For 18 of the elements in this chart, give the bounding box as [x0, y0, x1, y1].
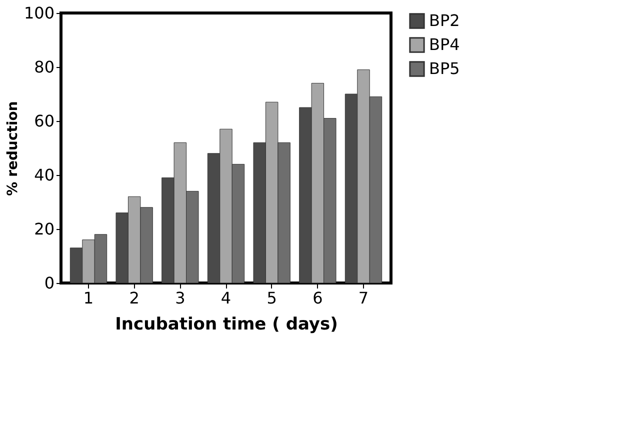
- y-tick-label: 60: [34, 112, 54, 130]
- x-axis-title: Incubation time ( days): [115, 314, 338, 334]
- legend-label: BP4: [429, 35, 460, 54]
- y-tick-label: 100: [24, 4, 54, 22]
- y-tick-label: 40: [34, 166, 54, 184]
- x-tick-label: 1: [83, 288, 94, 308]
- legend-label: BP5: [429, 59, 460, 78]
- x-tick-label: 6: [312, 288, 323, 308]
- y-tick-label: 20: [34, 220, 54, 238]
- x-tick-label: 3: [175, 288, 186, 308]
- x-tick-label: 2: [129, 288, 140, 308]
- x-tick-label: 4: [220, 288, 232, 308]
- y-axis-title: % reduction: [4, 101, 21, 196]
- legend-label: BP2: [429, 11, 460, 30]
- y-tick-label: 80: [34, 58, 54, 76]
- x-tick-label: 7: [358, 288, 369, 308]
- y-tick-label: 0: [44, 274, 54, 292]
- x-tick-label: 5: [266, 288, 277, 308]
